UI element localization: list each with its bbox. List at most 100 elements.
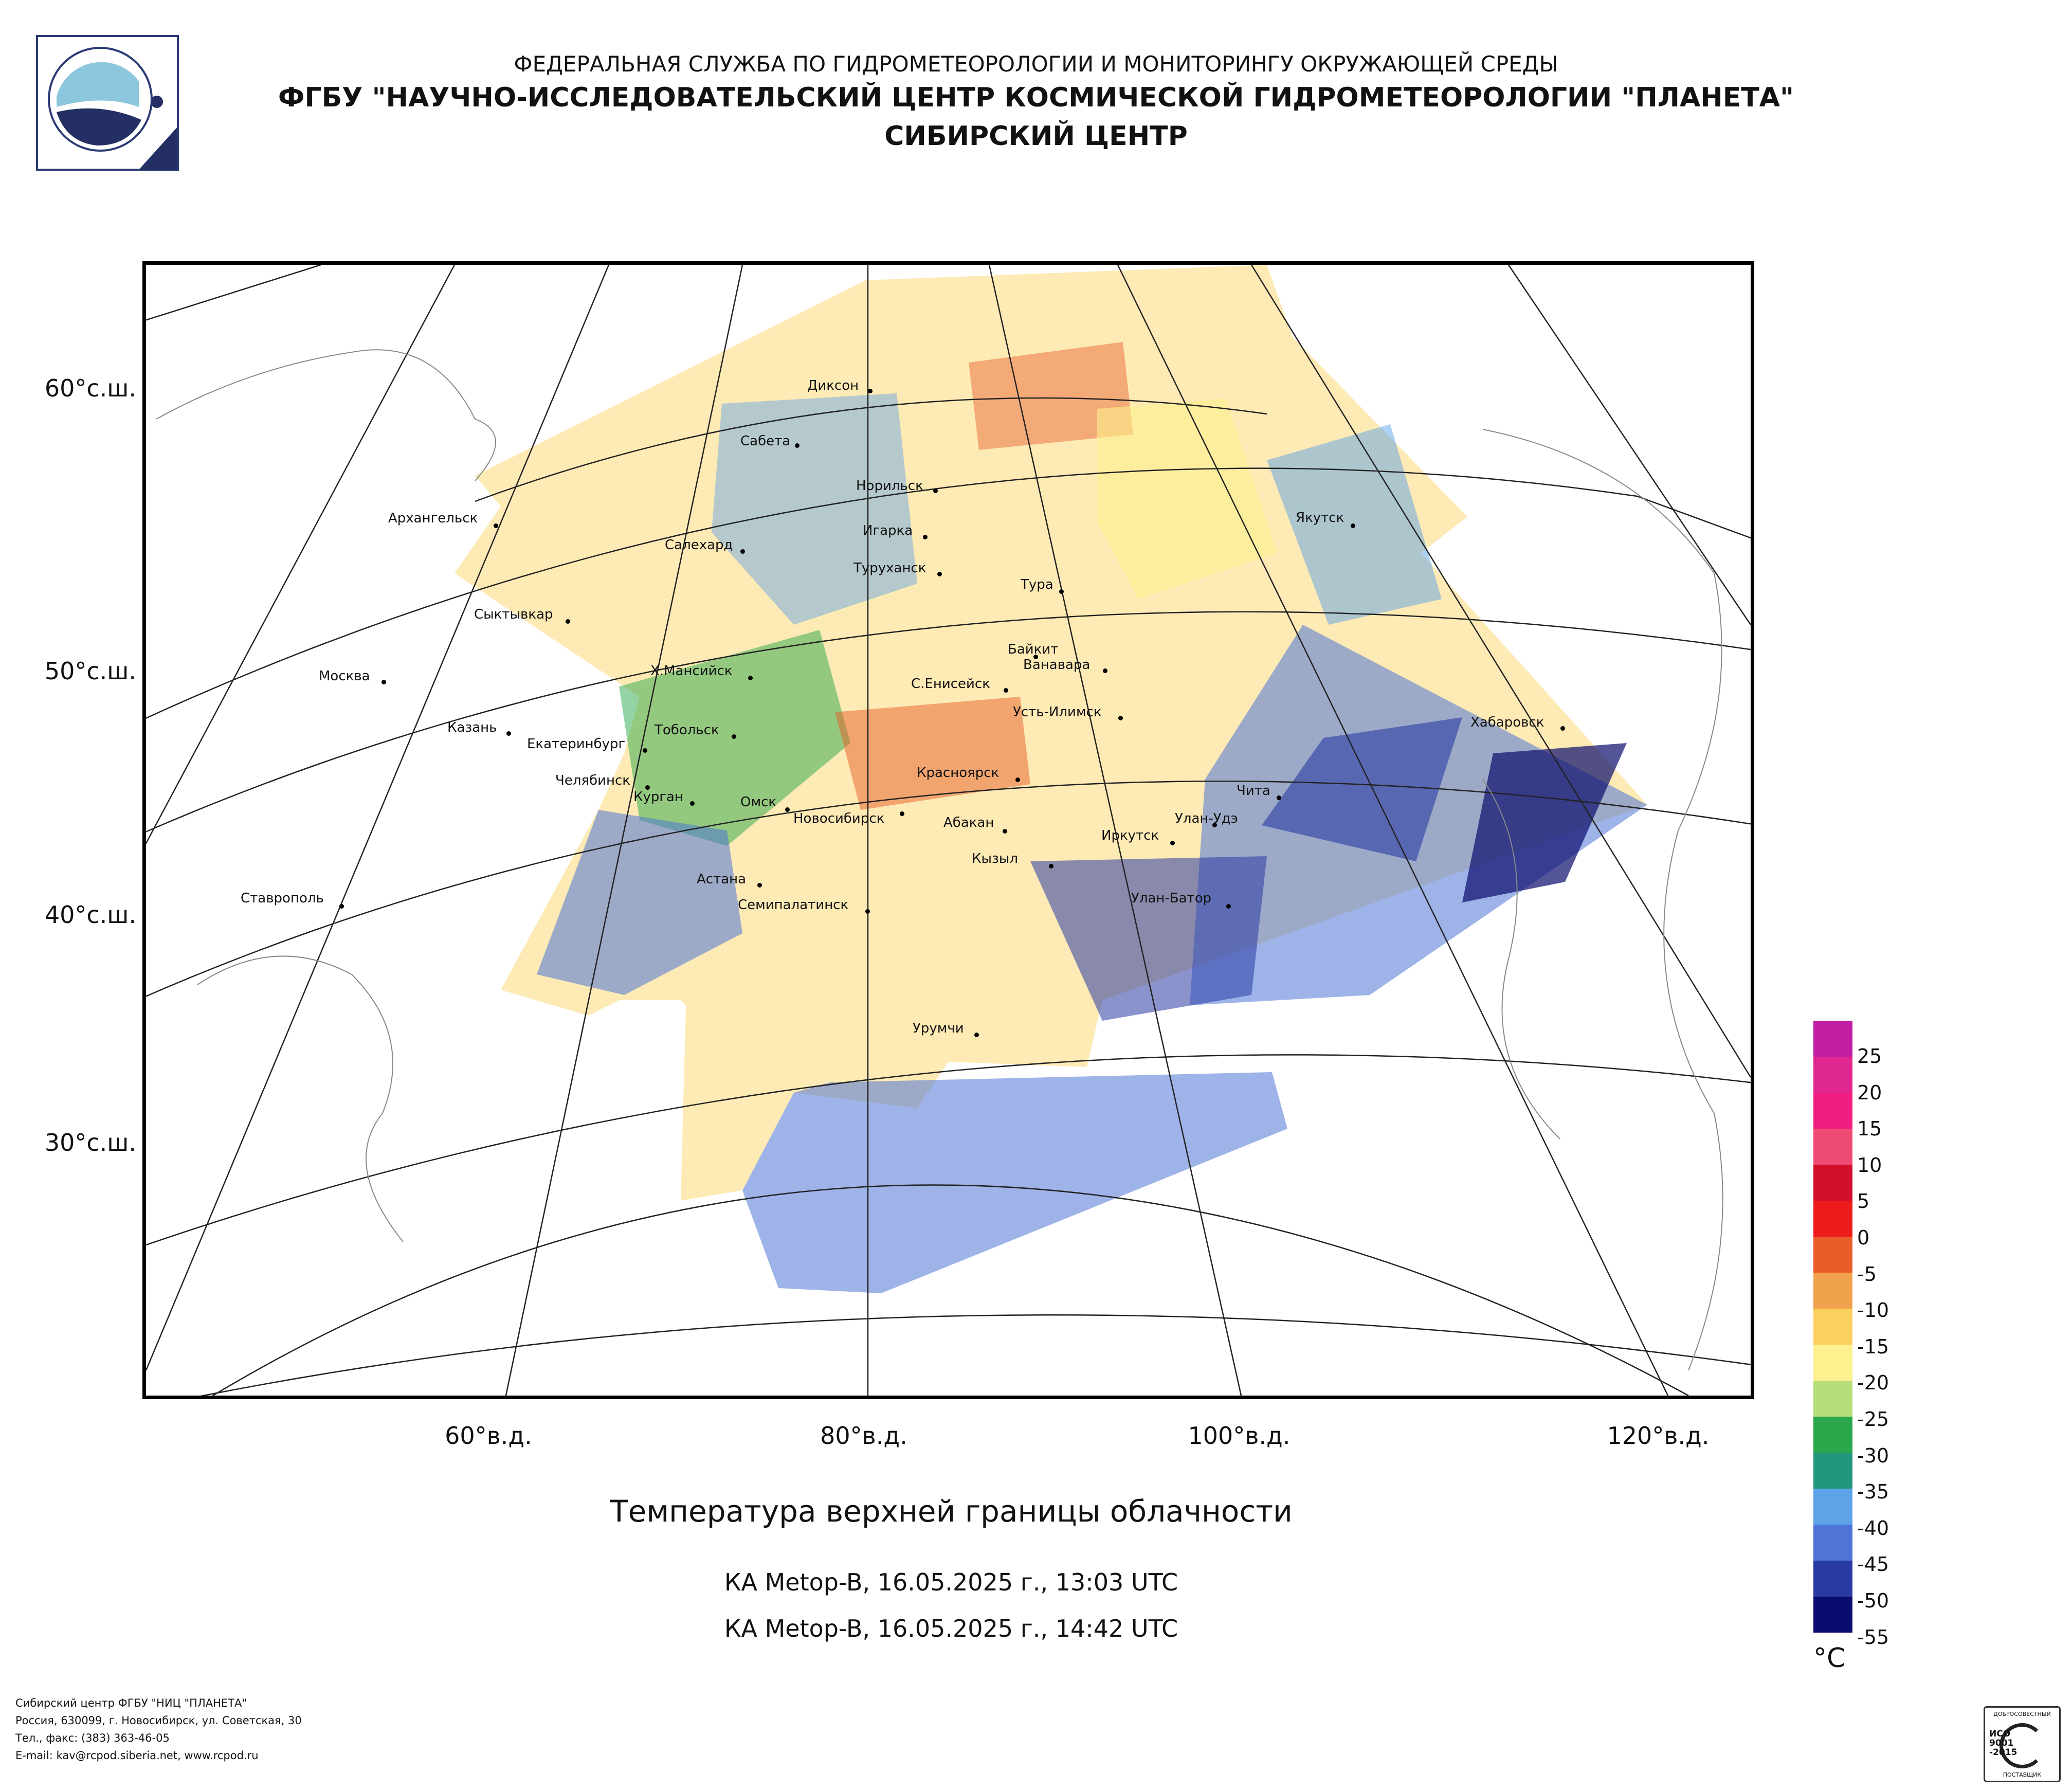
city-marker: [865, 909, 870, 914]
city-marker: [1277, 795, 1281, 800]
city-marker: [923, 535, 928, 539]
city-label: Омск: [740, 794, 777, 810]
city-marker: [494, 523, 498, 528]
city-marker: [690, 801, 695, 806]
temperature-legend: [1813, 1021, 1852, 1633]
legend-swatch: [1813, 1273, 1852, 1309]
city-label: Семипалатинск: [738, 897, 849, 913]
legend-label: -20: [1857, 1371, 1889, 1395]
city-label: Тобольск: [655, 722, 719, 738]
city-label: Диксон: [807, 378, 859, 393]
city-label: Усть-Илимск: [1013, 704, 1102, 720]
legend-label: -50: [1857, 1589, 1889, 1612]
lon-label-80: 80°в.д.: [820, 1422, 907, 1450]
city-marker: [785, 807, 790, 812]
legend-label: -40: [1857, 1516, 1889, 1540]
city-label: Москва: [319, 668, 370, 684]
city-marker: [1004, 688, 1008, 693]
lon-label-100: 100°в.д.: [1188, 1422, 1291, 1450]
legend-label: 20: [1857, 1081, 1882, 1104]
cert-2015: -2015: [1989, 1747, 2018, 1758]
legend-label: 15: [1857, 1117, 1882, 1141]
city-label: Курган: [633, 789, 683, 805]
city-marker: [974, 1033, 979, 1037]
legend-unit: °C: [1813, 1643, 1846, 1674]
city-marker: [937, 572, 942, 576]
legend-swatch: [1813, 1417, 1852, 1453]
city-label: Тура: [1021, 577, 1053, 592]
city-label: Ванавара: [1023, 657, 1090, 673]
city-marker: [1103, 668, 1107, 673]
legend-swatch: [1813, 1093, 1852, 1129]
footer-org: Сибирский центр ФГБУ "НИЦ "ПЛАНЕТА": [15, 1697, 247, 1709]
legend-label: 10: [1857, 1153, 1882, 1177]
legend-swatch: [1813, 1021, 1852, 1057]
city-label: Улан-Удэ: [1175, 811, 1238, 826]
city-label: Кызыл: [972, 851, 1018, 866]
legend-swatch: [1813, 1597, 1852, 1633]
city-marker: [757, 883, 762, 888]
city-label: Чита: [1237, 783, 1270, 799]
legend-label: 0: [1857, 1226, 1870, 1249]
legend-swatch: [1813, 1525, 1852, 1561]
city-label: Челябинск: [555, 773, 631, 788]
legend-label: 25: [1857, 1045, 1882, 1068]
city-marker: [795, 443, 799, 448]
city-marker: [1560, 726, 1565, 731]
city-marker: [1170, 841, 1175, 845]
pass-info-2: КА Metop-B, 16.05.2025 г., 14:42 UTC: [724, 1615, 1178, 1642]
legend-swatch: [1813, 1201, 1852, 1237]
city-label: Урумчи: [913, 1021, 964, 1036]
city-marker: [506, 731, 511, 736]
legend-label: 5: [1857, 1190, 1870, 1213]
city-label: Салехард: [665, 537, 733, 553]
city-marker: [1033, 655, 1038, 659]
lat-label-60: 60°с.ш.: [44, 374, 136, 402]
city-marker: [1351, 523, 1355, 528]
lat-label-40: 40°с.ш.: [44, 901, 136, 929]
cert-9001: 9001: [1989, 1738, 2014, 1748]
city-label: Астана: [697, 872, 747, 887]
legend-swatch: [1813, 1309, 1852, 1345]
cert-iso: ИСО: [1989, 1729, 2011, 1739]
legend-label: -35: [1857, 1480, 1889, 1504]
city-marker: [732, 734, 736, 739]
city-label: Новосибирск: [793, 811, 885, 826]
footer-email: E-mail: kav@rcpod.siberia.net, www.rcpod…: [15, 1749, 259, 1762]
city-marker: [1212, 823, 1217, 827]
city-label: Байкит: [1008, 642, 1059, 657]
legend-label: -55: [1857, 1625, 1889, 1649]
city-label: Архангельск: [388, 511, 478, 526]
institute-title: ФГБУ "НАУЧНО-ИССЛЕДОВАТЕЛЬСКИЙ ЦЕНТР КОС…: [278, 82, 1794, 113]
lat-label-50: 50°с.ш.: [44, 657, 136, 685]
iso-certification-badge: ДОБРОСОВЕСТНЫЙ ИСО 9001 -2015 ПОСТАВЩИК: [1984, 1706, 2061, 1782]
legend-swatch: [1813, 1489, 1852, 1525]
lon-label-120: 120°в.д.: [1607, 1422, 1710, 1450]
city-label: Иркутск: [1101, 828, 1159, 843]
city-label: Красноярск: [917, 765, 999, 781]
planeta-logo: [36, 35, 179, 171]
footer-address: Россия, 630099, г. Новосибирск, ул. Сове…: [15, 1714, 302, 1727]
legend-swatch: [1813, 1057, 1852, 1093]
legend-swatch: [1813, 1381, 1852, 1417]
legend-swatch: [1813, 1453, 1852, 1489]
lon-label-60: 60°в.д.: [445, 1422, 532, 1450]
city-label: Сыктывкар: [474, 607, 553, 622]
city-marker: [868, 389, 873, 393]
city-label: Якутск: [1296, 510, 1344, 526]
graticule: [146, 265, 1751, 1396]
map-title: Температура верхней границы облачности: [610, 1494, 1293, 1529]
city-label: Норильск: [856, 478, 923, 494]
city-label: Екатеринбург: [527, 736, 626, 752]
lat-label-30: 30°с.ш.: [44, 1129, 136, 1156]
agency-title: ФЕДЕРАЛЬНАЯ СЛУЖБА ПО ГИДРОМЕТЕОРОЛОГИИ …: [514, 51, 1558, 77]
satellite-swath: [455, 265, 1647, 1293]
cert-bottom-text: ПОСТАВЩИК: [2003, 1771, 2042, 1778]
footer-phone: Тел., факс: (383) 363-46-05: [15, 1732, 170, 1744]
city-label: Ставрополь: [241, 891, 324, 906]
coastlines: [156, 349, 1723, 1371]
city-marker: [381, 680, 386, 684]
center-title: СИБИРСКИЙ ЦЕНТР: [884, 121, 1188, 152]
legend-label: -45: [1857, 1553, 1889, 1576]
city-label: Казань: [447, 720, 497, 735]
